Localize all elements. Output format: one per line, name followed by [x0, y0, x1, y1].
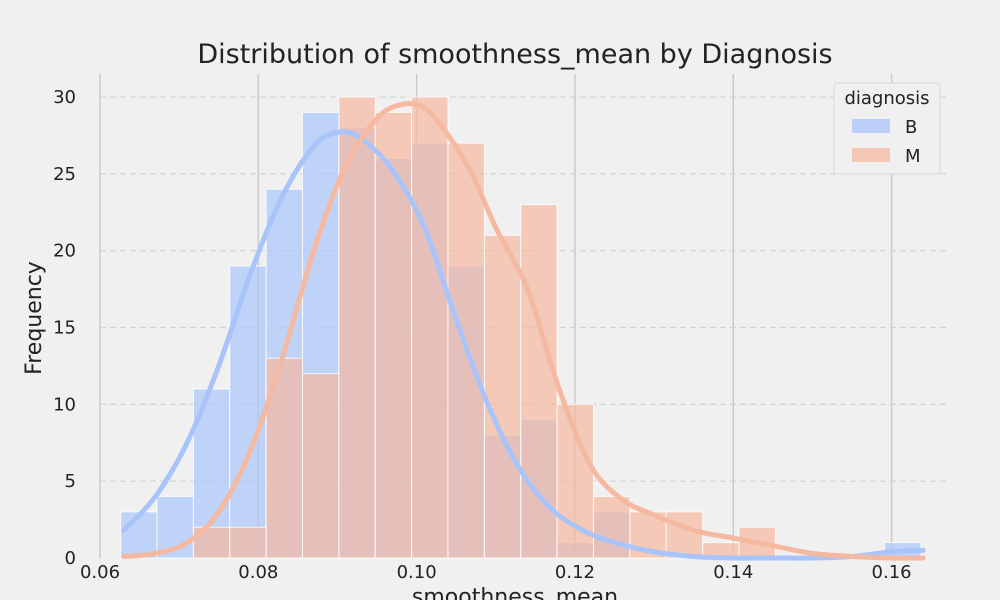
y-tick-label: 30: [53, 87, 76, 108]
legend-swatch-b: [852, 119, 890, 133]
bar-m: [483, 234, 522, 559]
x-tick-label: 0.16: [872, 562, 912, 583]
x-tick-label: 0.08: [238, 562, 278, 583]
legend-label-m: M: [905, 146, 921, 167]
y-tick-label: 15: [53, 318, 76, 339]
x-tick-label: 0.06: [80, 562, 120, 583]
kde-layer: [121, 101, 926, 561]
kde-curve-b: [121, 129, 926, 561]
bar-m: [520, 204, 558, 559]
y-tick-label: 10: [53, 394, 76, 415]
legend-title: diagnosis: [844, 88, 929, 109]
bar-m: [301, 373, 340, 559]
x-axis-label: smoothness_mean: [412, 585, 618, 600]
x-tick-label: 0.12: [555, 562, 595, 583]
y-tick-label: 25: [53, 164, 76, 185]
bar-m: [229, 526, 267, 559]
bar-m: [338, 96, 376, 559]
bar-m: [374, 111, 413, 559]
kde-curve-m: [121, 101, 926, 561]
chart-title: Distribution of smoothness_mean by Diagn…: [197, 39, 832, 70]
y-axis-label: Frequency: [22, 261, 47, 375]
bar-b: [229, 265, 267, 559]
bar-m: [411, 96, 449, 559]
y-tick-label: 5: [65, 471, 76, 492]
bar-b: [120, 511, 158, 559]
y-tick-label: 0: [65, 548, 76, 569]
x-tick-label: 0.14: [713, 562, 753, 583]
x-tick-label: 0.10: [397, 562, 437, 583]
y-tick-label: 20: [53, 241, 76, 262]
bar-m: [592, 496, 631, 559]
ticks-layer: 0.06 0.08 0.10 0.12 0.14 0.16 0 5 10 15 20 25 30: [53, 87, 912, 583]
legend-swatch-m: [852, 148, 890, 162]
legend-label-b: B: [905, 117, 917, 138]
legend: diagnosis B M: [833, 82, 941, 175]
bar-m: [665, 511, 704, 559]
